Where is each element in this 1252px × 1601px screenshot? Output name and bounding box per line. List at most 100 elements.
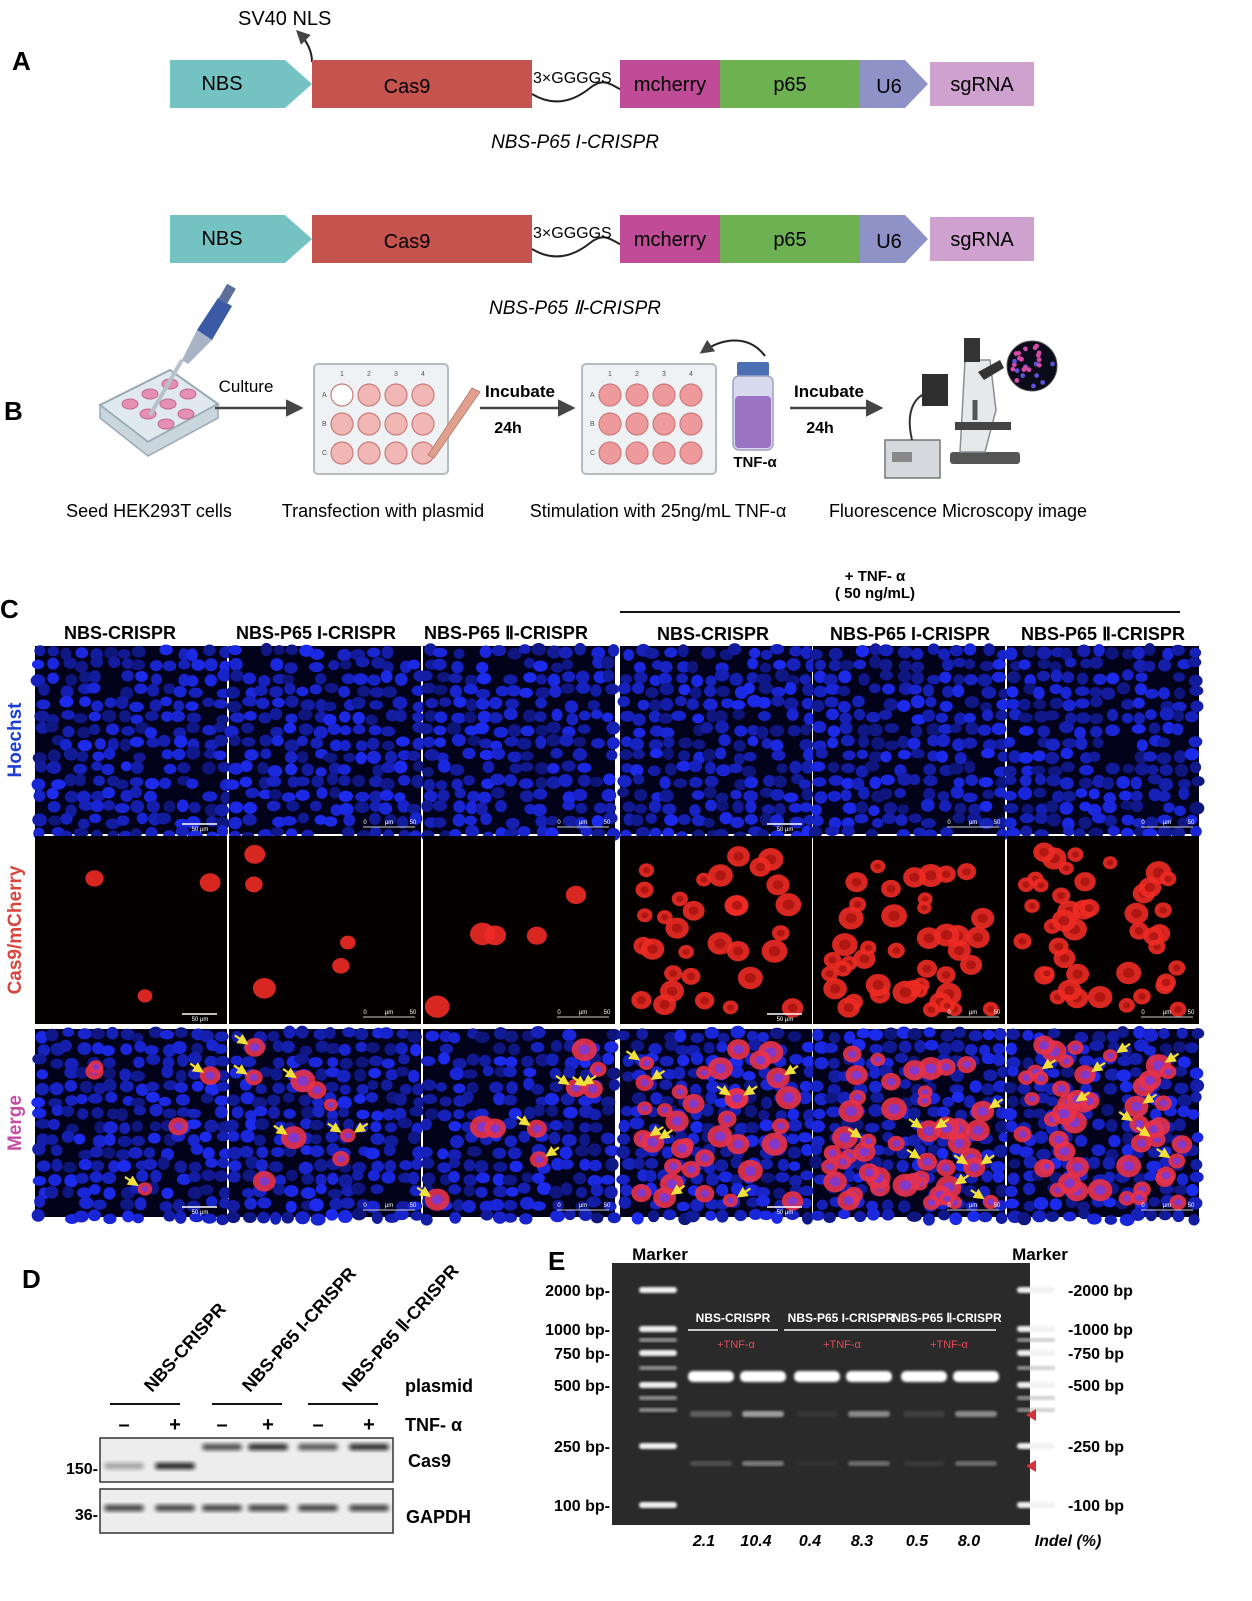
nucleus xyxy=(163,800,176,813)
thumbnail-cell xyxy=(1010,366,1016,372)
nucleus xyxy=(951,1091,965,1103)
nucleus xyxy=(1156,790,1171,802)
nucleus xyxy=(704,685,717,697)
nucleus xyxy=(493,726,509,738)
nucleus xyxy=(464,711,477,724)
nucleus xyxy=(35,1082,50,1096)
nucleus xyxy=(533,788,548,800)
uncut-band xyxy=(740,1371,786,1382)
nucleus xyxy=(1143,1045,1157,1056)
nucleus xyxy=(186,1119,202,1130)
nucleus xyxy=(549,685,562,698)
nucleus xyxy=(393,1107,407,1121)
nucleus xyxy=(143,790,158,804)
nucleus xyxy=(978,776,994,788)
nucleus xyxy=(437,1148,449,1160)
cell-nucleus-shadow xyxy=(1080,877,1090,887)
plate-well xyxy=(357,412,381,436)
nucleus xyxy=(620,1105,633,1117)
nucleus xyxy=(254,1106,268,1117)
micrograph-r2-c5: 0 μm 50 xyxy=(813,836,1005,1024)
nucleus xyxy=(91,1107,104,1119)
nucleus xyxy=(475,697,490,710)
row-label: Merge xyxy=(5,1095,26,1151)
nucleus xyxy=(380,1079,393,1091)
nucleus xyxy=(394,792,406,803)
scale-axis-tick: 50 xyxy=(1188,820,1195,826)
nucleus xyxy=(1047,1028,1061,1039)
mcherry-cell xyxy=(244,844,266,864)
nucleus xyxy=(204,1119,219,1133)
cell-nucleus-shadow xyxy=(921,904,928,911)
nucleus xyxy=(1036,1148,1051,1161)
nucleus xyxy=(315,767,327,777)
ladder-label-right: -1000 bp xyxy=(1068,1322,1133,1339)
merged-nucleus xyxy=(588,1084,598,1094)
nucleus xyxy=(135,670,148,682)
cell-nucleus-shadow xyxy=(659,1000,670,1010)
nucleus xyxy=(719,811,733,825)
nucleus xyxy=(1078,1209,1091,1220)
thumbnail-cell xyxy=(1040,380,1046,385)
nucleus xyxy=(78,818,90,830)
nucleus xyxy=(728,643,742,656)
nucleus xyxy=(163,763,177,775)
nucleus xyxy=(200,1093,214,1104)
nucleus xyxy=(880,774,895,786)
nucleus xyxy=(505,698,520,710)
merged-nucleus xyxy=(829,1177,841,1187)
nucleus xyxy=(982,789,995,800)
nucleus xyxy=(802,1056,817,1068)
cell-nucleus-shadow xyxy=(1159,906,1168,914)
merged-nucleus xyxy=(700,1189,710,1198)
nucleus xyxy=(353,673,369,686)
nucleus xyxy=(284,751,298,764)
nucleus xyxy=(546,733,561,747)
nucleus xyxy=(216,825,229,838)
western-blot: NBS-CRISPR NBS-P65 I-CRISPR NBS-P65 Ⅱ-CR… xyxy=(66,1260,473,1534)
nucleus xyxy=(673,1066,686,1080)
nucleus xyxy=(73,827,89,838)
cell-arrow xyxy=(353,1122,369,1133)
nucleus xyxy=(131,1032,144,1043)
merged-nucleus xyxy=(647,1137,658,1147)
nucleus xyxy=(1145,816,1159,829)
ladder-band-faint-right xyxy=(1017,1338,1055,1342)
micrograph-r3-c2: 0 μm 50 xyxy=(225,1025,427,1226)
segment-label-p65: p65 xyxy=(773,229,806,251)
nucleus xyxy=(608,1079,620,1091)
nucleus xyxy=(664,1039,679,1051)
thumbnail-cell xyxy=(1031,383,1036,389)
nucleus xyxy=(447,1149,462,1161)
scale-axis-tick: 50 xyxy=(410,820,417,826)
merged-nucleus xyxy=(1018,1130,1027,1138)
nucleus xyxy=(242,814,257,826)
merged-nucleus xyxy=(676,1088,684,1096)
nucleus xyxy=(161,711,174,722)
thumbnail-cell xyxy=(1020,373,1026,379)
nucleus xyxy=(507,724,522,737)
nucleus xyxy=(191,659,206,671)
nucleus xyxy=(323,816,338,827)
nucleus xyxy=(438,1052,450,1065)
merged-nucleus xyxy=(888,1103,900,1115)
merged-nucleus xyxy=(1134,1120,1144,1128)
cell-arrow xyxy=(1164,1052,1180,1063)
cell-nucleus-shadow xyxy=(1174,1005,1182,1013)
gel-group-label: NBS-P65 I-CRISPR xyxy=(788,1311,895,1325)
nucleus xyxy=(1061,761,1075,773)
nucleus xyxy=(87,1093,103,1104)
thumbnail-cell xyxy=(1036,350,1042,356)
nucleus xyxy=(718,734,731,747)
cleaved-band-upper xyxy=(955,1411,997,1417)
nucleus xyxy=(62,1027,75,1038)
nucleus xyxy=(1035,803,1049,815)
nucleus xyxy=(789,760,802,774)
dish-well xyxy=(141,388,159,400)
nucleus xyxy=(734,1209,747,1222)
merged-nucleus xyxy=(899,1180,912,1191)
nucleus xyxy=(177,762,191,774)
nucleus xyxy=(507,751,522,763)
fluorescence-thumbnail xyxy=(1006,340,1058,392)
nucleus xyxy=(295,776,310,787)
